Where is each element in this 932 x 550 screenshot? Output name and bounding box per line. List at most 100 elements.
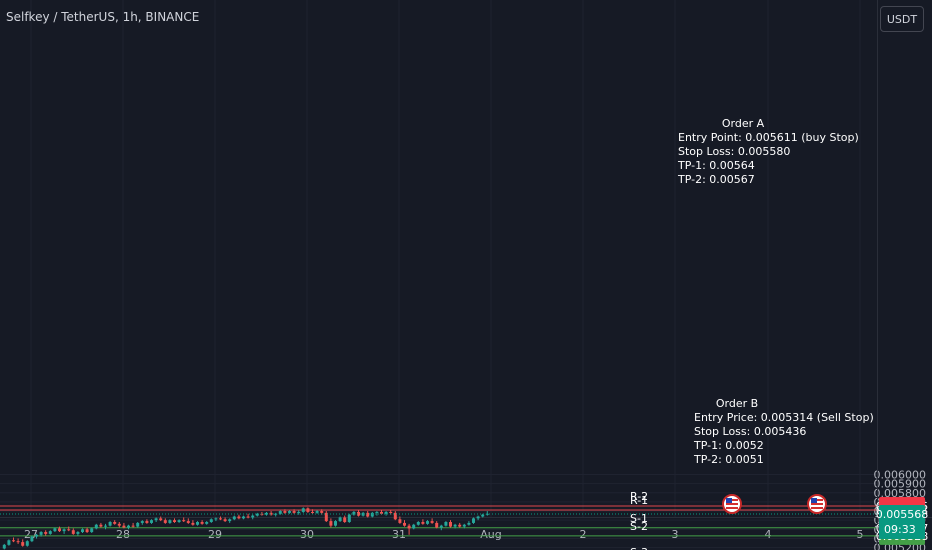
candle-body (338, 517, 342, 522)
candle-body (7, 540, 11, 545)
candle-body (389, 511, 393, 513)
candle-body (384, 511, 388, 514)
candle-body (439, 525, 443, 528)
level-label-r-1: R-1 (630, 494, 648, 507)
x-tick-label: 3 (672, 528, 679, 541)
candle-body (246, 516, 250, 518)
candle-body (39, 532, 43, 535)
candle-body (228, 519, 232, 522)
candle-body (476, 516, 480, 519)
candle-body (407, 525, 411, 529)
candle-body (94, 524, 98, 529)
candle-body (278, 511, 282, 514)
candle-body (297, 511, 301, 513)
candle-body (53, 528, 57, 532)
candle-body (16, 541, 20, 543)
order-a-line: TP-2: 0.00567 (677, 173, 755, 186)
candle-body (375, 511, 379, 513)
x-tick-label: 31 (392, 528, 406, 541)
candle-body (163, 520, 167, 523)
x-tick-label: 27 (24, 528, 38, 541)
candle-body (76, 532, 80, 534)
x-tick-label: 2 (580, 528, 587, 541)
candle-body (255, 513, 259, 516)
candle-body (288, 511, 291, 513)
candle-body (48, 531, 52, 534)
currency-button[interactable]: USDT (880, 6, 924, 32)
candle-body (462, 524, 466, 527)
x-tick-label: 30 (300, 528, 314, 541)
candle-body (58, 528, 61, 532)
candle-body (265, 512, 268, 515)
candle-body (85, 529, 89, 533)
order-a-line: TP-1: 0.00564 (677, 159, 755, 172)
candle-body (177, 520, 181, 523)
candle-body (301, 508, 305, 512)
candle-body (140, 521, 144, 523)
candle-body (108, 522, 112, 526)
candle-body (219, 518, 222, 520)
x-tick-label: 4 (765, 528, 772, 541)
candle-body (62, 529, 66, 532)
candle-body (67, 529, 71, 531)
x-tick-label: 29 (208, 528, 222, 541)
candle-body (71, 530, 75, 534)
x-tick-label: 5 (857, 528, 864, 541)
order-b-line: Stop Loss: 0.005436 (694, 425, 806, 438)
candle-body (113, 522, 117, 524)
candle-body (25, 541, 29, 546)
candle-body (430, 521, 434, 523)
candle-body (2, 544, 6, 549)
candle-body (343, 517, 347, 523)
candle-body (150, 520, 153, 523)
candle-body (398, 519, 402, 523)
candle-body (159, 518, 163, 521)
order-b-line: Entry Price: 0.005314 (Sell Stop) (694, 411, 874, 424)
candle-body (182, 520, 186, 522)
candle-body (154, 518, 158, 521)
candle-body (315, 511, 319, 513)
candle-body (292, 511, 296, 513)
candle-body (186, 521, 190, 523)
candle-body (467, 522, 471, 525)
candle-body (30, 536, 34, 542)
order-a-line: Entry Point: 0.005611 (buy Stop) (678, 131, 859, 144)
order-a-title: Order A (722, 117, 765, 130)
countdown-text: 09:33 (884, 523, 916, 536)
level-label-r-2: R-2 (630, 490, 648, 503)
candle-body (136, 522, 140, 527)
x-tick-label: 28 (116, 528, 130, 541)
candle-body (274, 513, 278, 515)
chart-title: Selfkey / TetherUS, 1h, BINANCE (6, 10, 200, 24)
candle-body (458, 524, 462, 527)
last-price-tag (879, 504, 925, 539)
candle-body (191, 522, 195, 525)
level-label-s-1: S-1 (630, 512, 648, 525)
candle-body (347, 514, 351, 523)
candle-body (416, 522, 420, 525)
us-flag-icon[interactable] (807, 494, 827, 514)
candle-body (205, 522, 209, 524)
y-tick-label: 0.005200 (874, 542, 927, 550)
candle-body (90, 528, 94, 533)
candle-body (380, 511, 383, 514)
us-flag-icon[interactable] (722, 494, 742, 514)
candle-body (426, 521, 429, 524)
candle-body (329, 521, 333, 526)
candle-body (366, 512, 370, 517)
candle-body (173, 520, 176, 523)
candle-body (320, 511, 324, 513)
order-b-line: TP-2: 0.0051 (693, 453, 764, 466)
candle-body (127, 525, 130, 528)
candle-body (370, 512, 374, 517)
candle-body (81, 529, 84, 533)
order-b-line: TP-1: 0.0052 (693, 439, 764, 452)
candle-body (209, 519, 213, 523)
order-b-title: Order B (716, 397, 758, 410)
candle-body (449, 522, 452, 527)
candle-body (35, 534, 38, 537)
level-label-s-3: S-3 (630, 546, 648, 550)
candle-body (412, 524, 416, 529)
candle-body (44, 532, 48, 534)
